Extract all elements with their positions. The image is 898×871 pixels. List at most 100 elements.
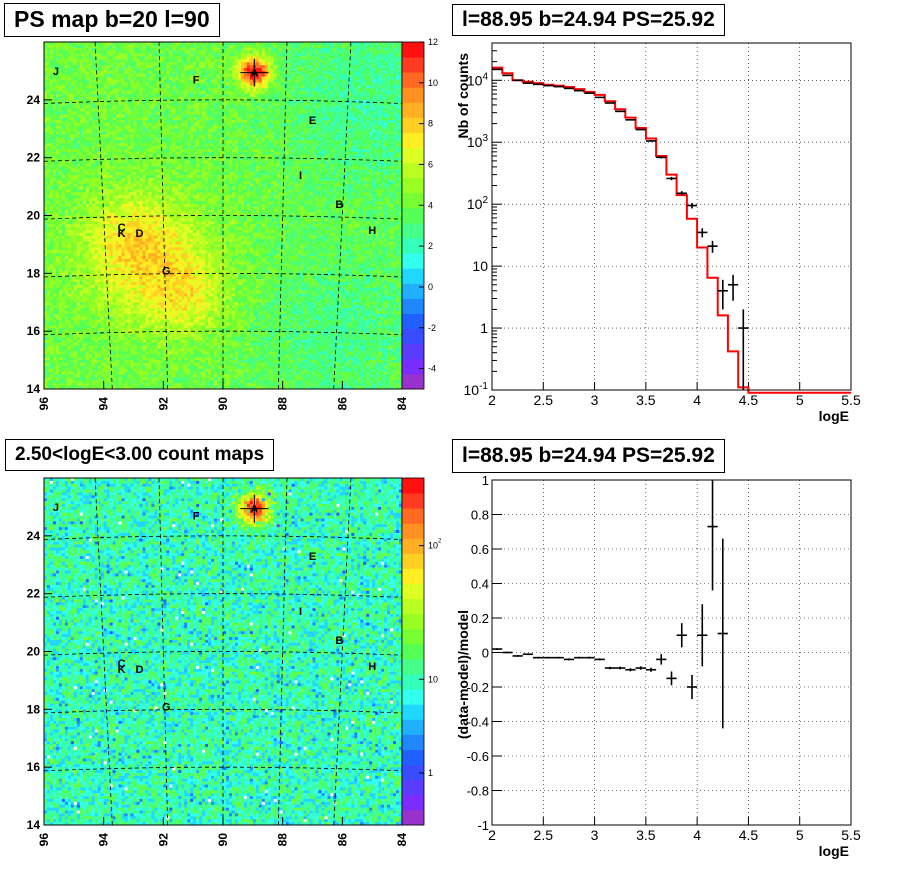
map-pixel <box>107 71 110 74</box>
map-pixel <box>83 175 86 178</box>
map-pixel <box>95 299 98 302</box>
map-pixel <box>80 320 83 323</box>
map-pixel <box>113 85 116 88</box>
map-pixel <box>95 218 98 221</box>
map-pixel <box>71 357 74 360</box>
map-pixel <box>86 207 89 210</box>
map-pixel <box>68 169 71 172</box>
map-pixel <box>116 270 119 273</box>
map-pixel <box>71 135 74 138</box>
map-pixel <box>74 103 77 106</box>
map-pixel <box>74 242 77 245</box>
map-pixel <box>122 169 125 172</box>
map-pixel <box>74 265 77 268</box>
map-pixel <box>116 152 119 155</box>
map-pixel <box>71 143 74 146</box>
map-pixel <box>53 328 56 331</box>
map-pixel <box>113 294 116 297</box>
map-pixel <box>113 82 116 85</box>
map-pixel <box>65 227 68 230</box>
map-pixel <box>119 308 122 311</box>
map-pixel <box>122 357 125 360</box>
map-pixel <box>92 71 95 74</box>
map-pixel <box>92 213 95 216</box>
map-pixel <box>86 372 89 375</box>
map-pixel <box>107 82 110 85</box>
map-pixel <box>95 346 98 349</box>
map-pixel <box>119 250 122 253</box>
map-pixel <box>77 328 80 331</box>
map-pixel <box>83 143 86 146</box>
map-pixel <box>125 114 128 117</box>
map-pixel <box>116 120 119 123</box>
map-pixel <box>83 82 86 85</box>
map-pixel <box>53 377 56 380</box>
map-pixel <box>47 366 50 369</box>
map-pixel <box>119 48 122 51</box>
map-pixel <box>53 343 56 346</box>
map-pixel <box>62 204 65 207</box>
map-pixel <box>119 85 122 88</box>
map-pixel <box>53 158 56 161</box>
map-pixel <box>68 224 71 227</box>
map-pixel <box>110 71 113 74</box>
map-pixel <box>62 224 65 227</box>
map-pixel <box>71 317 74 320</box>
map-pixel <box>92 259 95 262</box>
map-pixel <box>71 140 74 143</box>
map-pixel <box>62 91 65 94</box>
map-pixel <box>47 71 50 74</box>
map-pixel <box>62 77 65 80</box>
map-pixel <box>71 77 74 80</box>
map-pixel <box>110 291 113 294</box>
map-pixel <box>101 372 104 375</box>
map-pixel <box>110 91 113 94</box>
map-pixel <box>101 262 104 265</box>
map-pixel <box>125 308 128 311</box>
map-pixel <box>80 325 83 328</box>
map-pixel <box>119 54 122 57</box>
map-pixel <box>95 106 98 109</box>
map-pixel <box>80 161 83 164</box>
map-pixel <box>92 140 95 143</box>
map-pixel <box>122 198 125 201</box>
map-pixel <box>53 91 56 94</box>
map-pixel <box>116 213 119 216</box>
map-pixel <box>86 85 89 88</box>
map-pixel <box>95 161 98 164</box>
map-pixel <box>77 282 80 285</box>
map-pixel <box>68 299 71 302</box>
map-pixel <box>101 291 104 294</box>
map-pixel <box>107 218 110 221</box>
map-pixel <box>86 198 89 201</box>
map-pixel <box>110 123 113 126</box>
map-pixel <box>77 363 80 366</box>
map-pixel <box>104 111 107 114</box>
map-pixel <box>116 302 119 305</box>
map-pixel <box>68 259 71 262</box>
map-pixel <box>56 244 59 247</box>
map-pixel <box>80 152 83 155</box>
map-pixel <box>92 244 95 247</box>
map-pixel <box>101 82 104 85</box>
map-pixel <box>47 172 50 175</box>
map-pixel <box>110 137 113 140</box>
map-pixel <box>68 59 71 62</box>
map-pixel <box>77 354 80 357</box>
map-pixel <box>110 109 113 112</box>
map-pixel <box>47 250 50 253</box>
map-pixel <box>53 126 56 129</box>
map-pixel <box>98 302 101 305</box>
map-pixel <box>68 65 71 68</box>
map-pixel <box>62 311 65 314</box>
map-pixel <box>89 71 92 74</box>
map-pixel <box>53 221 56 224</box>
map-pixel <box>116 161 119 164</box>
map-pixel <box>74 184 77 187</box>
map-pixel <box>74 279 77 282</box>
map-pixel <box>125 74 128 77</box>
map-pixel <box>95 123 98 126</box>
map-pixel <box>116 59 119 62</box>
map-pixel <box>92 296 95 299</box>
map-pixel <box>68 288 71 291</box>
